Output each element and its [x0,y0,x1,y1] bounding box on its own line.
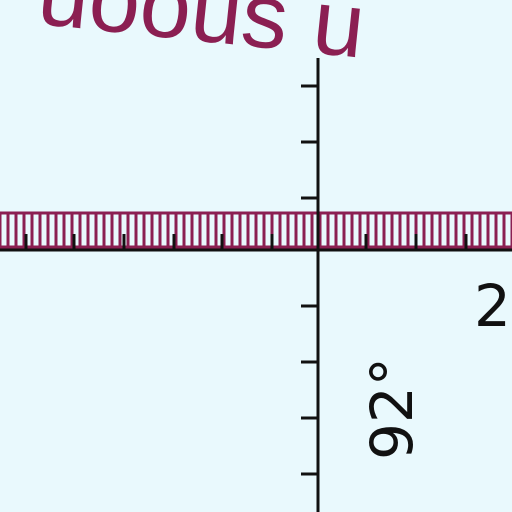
railway-band [0,211,512,249]
horizontal-grid-ticks [24,234,468,250]
grid-lines [0,58,512,512]
grid-label-rotated: 92° [358,357,426,460]
grid-label-right: 2 [474,272,511,340]
railway-hatches [0,213,512,247]
vertical-grid-ticks [301,84,318,476]
